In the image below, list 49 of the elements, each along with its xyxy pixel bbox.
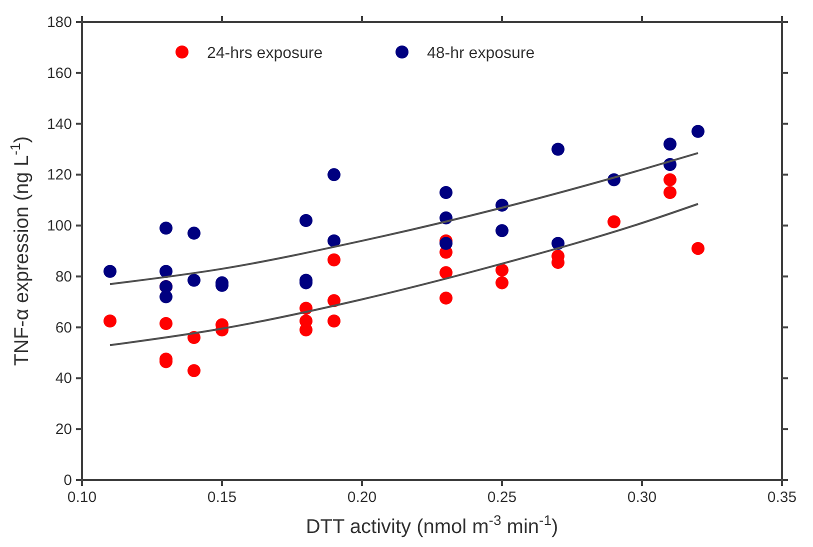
point	[299, 214, 313, 227]
point	[439, 266, 453, 280]
x-tick-label: 0.15	[207, 489, 237, 506]
point	[663, 138, 677, 151]
legend-label: 48-hr exposure	[427, 45, 535, 62]
y-tick-label: 100	[46, 218, 72, 235]
point	[691, 242, 705, 255]
point	[159, 317, 173, 330]
point	[103, 314, 117, 328]
y-tick-label: 160	[46, 64, 72, 82]
x-tick-label: 0.35	[767, 489, 797, 506]
x-tick-label: 0.10	[67, 489, 97, 506]
point	[439, 292, 453, 305]
line-series	[109, 152, 699, 286]
y-tick-label: 180	[46, 14, 72, 31]
point	[495, 224, 509, 238]
y-tick-label: 140	[46, 116, 72, 133]
point	[299, 323, 313, 336]
point	[159, 222, 173, 235]
point	[327, 168, 341, 182]
x-tick-label: 0.20	[347, 489, 377, 506]
line-series	[109, 202, 699, 346]
point	[439, 186, 453, 199]
y-tick-label: 80	[55, 268, 72, 286]
point	[663, 173, 677, 186]
point	[495, 264, 509, 277]
point	[495, 276, 509, 290]
x-axis-title: DTT activity (nmol m$^{-3}$ min$^{-1}$)	[306, 512, 558, 538]
y-tick-label: 60	[55, 319, 72, 336]
point	[187, 226, 201, 240]
point	[327, 253, 341, 266]
point	[103, 264, 117, 278]
point	[551, 142, 565, 156]
y-tick-label: 40	[55, 370, 72, 388]
y-tick-label: 20	[55, 421, 72, 438]
point	[327, 234, 341, 248]
point	[607, 215, 621, 228]
point	[691, 124, 705, 138]
point	[187, 274, 201, 287]
legend-label: 24-hrs exposure	[207, 45, 323, 62]
x-tick-label: 0.25	[487, 489, 517, 506]
y-tick-label: 120	[46, 166, 72, 184]
point	[663, 186, 677, 199]
y-tick-label: 0	[64, 472, 72, 489]
point	[159, 290, 173, 304]
point	[187, 364, 201, 378]
point	[327, 314, 341, 328]
x-tick-label: 0.30	[627, 489, 657, 506]
point	[439, 236, 453, 250]
